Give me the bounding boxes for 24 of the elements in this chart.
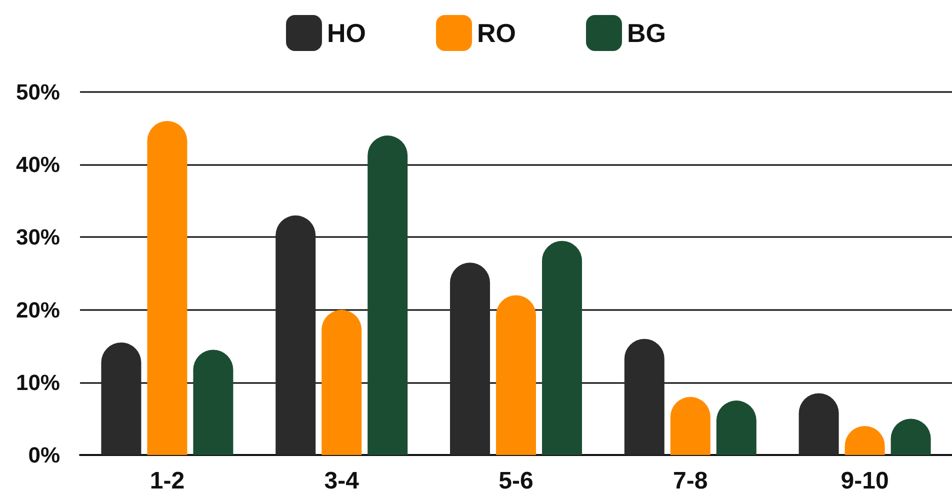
x-tick-label: 3-4 xyxy=(324,468,360,494)
bar xyxy=(450,262,490,455)
x-tick-label: 9-10 xyxy=(840,468,889,494)
bar xyxy=(276,215,316,455)
y-tick-label: 0% xyxy=(28,442,60,468)
y-tick-label: 30% xyxy=(16,224,60,250)
bar xyxy=(368,136,408,455)
legend-label: RO xyxy=(477,18,516,48)
legend-label: HO xyxy=(327,18,366,48)
x-tick-label: 7-8 xyxy=(673,468,708,494)
bar xyxy=(101,342,142,455)
bar xyxy=(193,350,234,455)
legend-label: BG xyxy=(627,18,666,48)
y-tick-label: 10% xyxy=(16,370,60,395)
x-tick-label: 1-2 xyxy=(150,468,185,494)
bar xyxy=(147,121,188,455)
y-tick-label: 20% xyxy=(16,297,60,322)
x-tick-label: 5-6 xyxy=(498,468,534,494)
bar xyxy=(624,338,664,455)
bar xyxy=(496,295,536,455)
bar xyxy=(542,240,582,455)
y-tick-label: 50% xyxy=(16,80,60,104)
y-tick-label: 40% xyxy=(16,152,60,178)
bar xyxy=(322,310,362,455)
